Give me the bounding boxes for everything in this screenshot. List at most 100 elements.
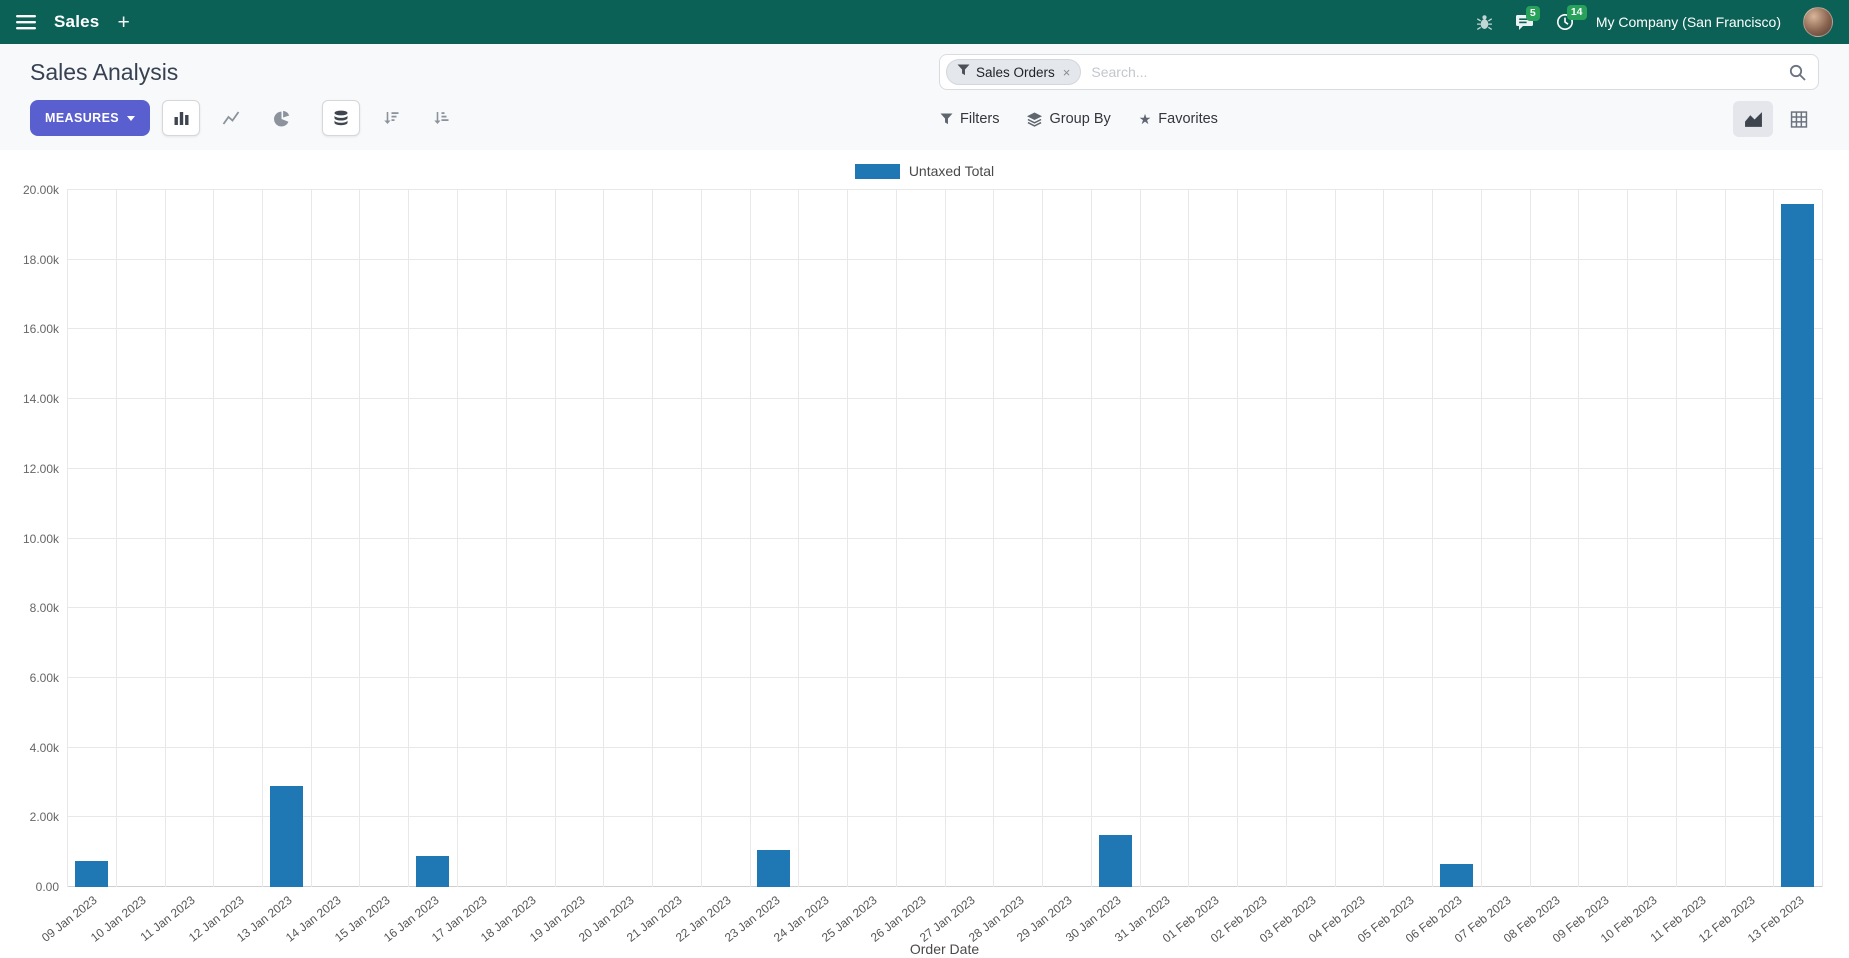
y-axis-tick-label: 20.00k xyxy=(22,183,59,197)
control-panel: Sales Analysis Sales Orders × MEASURES xyxy=(0,44,1849,150)
v-gridline xyxy=(798,190,800,887)
sort-descending-button[interactable] xyxy=(372,100,410,136)
v-gridline xyxy=(1090,190,1092,887)
v-gridline xyxy=(164,190,166,887)
v-gridline xyxy=(993,190,995,887)
chart-section: Untaxed Total 0.00 2.00k 4.00k 6.00k 8.00k 10… xyxy=(0,150,1849,957)
v-gridline xyxy=(1383,190,1385,887)
legend-label: Untaxed Total xyxy=(908,163,995,179)
x-axis-labels: 09 Jan 2023 10 Jan 2023 11 Jan 2023 12 Jan … xyxy=(39,887,1822,946)
filters-label: Filters xyxy=(960,111,1000,127)
bar-13-feb-2023[interactable] xyxy=(1781,203,1815,887)
activities-clock-icon[interactable]: 14 xyxy=(1556,5,1587,31)
measures-label: MEASURES xyxy=(45,111,120,125)
v-gridline xyxy=(505,190,507,887)
filters-button[interactable]: Filters xyxy=(940,111,999,127)
v-gridline xyxy=(1627,190,1628,887)
y-axis-tick-label: 6.00k xyxy=(29,670,59,685)
filter-funnel-icon xyxy=(957,63,970,81)
v-gridline xyxy=(1432,190,1433,887)
graph-view-button[interactable] xyxy=(1733,101,1773,137)
page-title: Sales Analysis xyxy=(30,58,179,85)
search-input[interactable] xyxy=(1081,64,1789,80)
v-gridline xyxy=(1334,190,1336,887)
y-axis-tick-label: 10.00k xyxy=(22,531,59,546)
plot-area: 0.00 2.00k 4.00k 6.00k 8.00k 10.00k 12.00k 14.0… xyxy=(23,183,1823,894)
search-facet-sales-orders[interactable]: Sales Orders × xyxy=(946,59,1082,85)
messages-icon[interactable]: 5 xyxy=(1515,5,1540,31)
v-gridline xyxy=(1773,190,1775,887)
search-facet-label: Sales Orders xyxy=(976,64,1055,80)
v-gridline xyxy=(1236,190,1238,887)
v-gridline xyxy=(1188,190,1190,887)
favorites-label: Favorites xyxy=(1158,111,1218,127)
bar-16-jan-2023[interactable] xyxy=(416,855,450,887)
chart-legend[interactable]: Untaxed Total xyxy=(0,162,1849,180)
caret-down-icon xyxy=(127,115,136,121)
h-gridline xyxy=(67,189,1822,190)
v-gridline xyxy=(847,190,848,887)
v-gridline xyxy=(1480,190,1482,887)
bar-09-jan-2023[interactable] xyxy=(74,860,108,887)
v-gridline xyxy=(213,190,215,887)
v-gridline xyxy=(67,190,68,887)
x-axis-title: Order Date xyxy=(909,941,980,957)
y-axis-tick-label: 12.00k xyxy=(22,461,59,476)
v-gridline xyxy=(1724,190,1726,887)
pivot-view-button[interactable] xyxy=(1779,101,1819,137)
company-name[interactable]: My Company (San Francisco) xyxy=(1595,14,1781,30)
v-gridline xyxy=(1578,190,1580,887)
bar-chart-button[interactable] xyxy=(162,100,201,136)
y-axis-tick-label: 0.00 xyxy=(35,880,59,894)
bar-13-jan-2023[interactable] xyxy=(269,785,303,887)
hamburger-menu-icon[interactable] xyxy=(16,14,36,30)
stacked-button[interactable] xyxy=(322,100,361,136)
v-gridline xyxy=(1139,190,1141,887)
v-gridline xyxy=(1042,190,1043,887)
bar-23-jan-2023[interactable] xyxy=(757,850,791,887)
v-gridline xyxy=(262,190,263,887)
new-tab-plus-button[interactable]: + xyxy=(117,10,130,34)
group-by-label: Group By xyxy=(1049,111,1111,127)
star-icon: ★ xyxy=(1138,111,1152,127)
search-icon[interactable] xyxy=(1789,64,1806,81)
v-gridline xyxy=(115,190,117,887)
v-gridline xyxy=(1285,190,1287,887)
bug-icon[interactable] xyxy=(1476,14,1493,31)
line-chart-button[interactable] xyxy=(212,100,250,136)
y-axis-tick-label: 8.00k xyxy=(29,601,59,616)
v-gridline xyxy=(700,190,702,887)
v-gridline xyxy=(359,190,361,887)
bar-06-feb-2023[interactable] xyxy=(1439,864,1473,887)
v-gridline xyxy=(1529,190,1531,887)
y-axis-tick-label: 14.00k xyxy=(22,392,59,407)
bar-30-jan-2023[interactable] xyxy=(1098,834,1132,887)
layers-icon xyxy=(1027,111,1043,127)
v-gridline xyxy=(603,190,605,887)
app-name[interactable]: Sales xyxy=(54,12,100,31)
v-gridline xyxy=(944,190,946,887)
sort-ascending-button[interactable] xyxy=(422,100,460,136)
y-axis-tick-label: 18.00k xyxy=(22,252,59,267)
group-by-button[interactable]: Group By xyxy=(1027,111,1111,127)
pie-chart-button[interactable] xyxy=(262,100,300,136)
v-gridline xyxy=(457,190,458,887)
filters-funnel-icon xyxy=(940,113,953,125)
measures-button[interactable]: MEASURES xyxy=(30,100,151,136)
search-bar[interactable]: Sales Orders × xyxy=(939,54,1819,90)
messages-badge: 5 xyxy=(1525,5,1540,21)
v-gridline xyxy=(749,190,751,887)
v-gridline xyxy=(895,190,897,887)
v-gridline xyxy=(1822,190,1823,887)
y-axis-tick-label: 2.00k xyxy=(29,810,59,825)
favorites-button[interactable]: ★ Favorites xyxy=(1139,111,1218,127)
user-avatar[interactable] xyxy=(1803,7,1833,37)
legend-swatch xyxy=(854,163,900,179)
y-axis-tick-label: 4.00k xyxy=(29,740,59,755)
v-gridline xyxy=(554,190,556,887)
y-axis-tick-label: 16.00k xyxy=(22,322,59,337)
facet-remove-icon[interactable]: × xyxy=(1062,64,1071,80)
activities-badge: 14 xyxy=(1566,5,1587,21)
v-gridline xyxy=(1675,190,1677,887)
v-gridline xyxy=(408,190,410,887)
